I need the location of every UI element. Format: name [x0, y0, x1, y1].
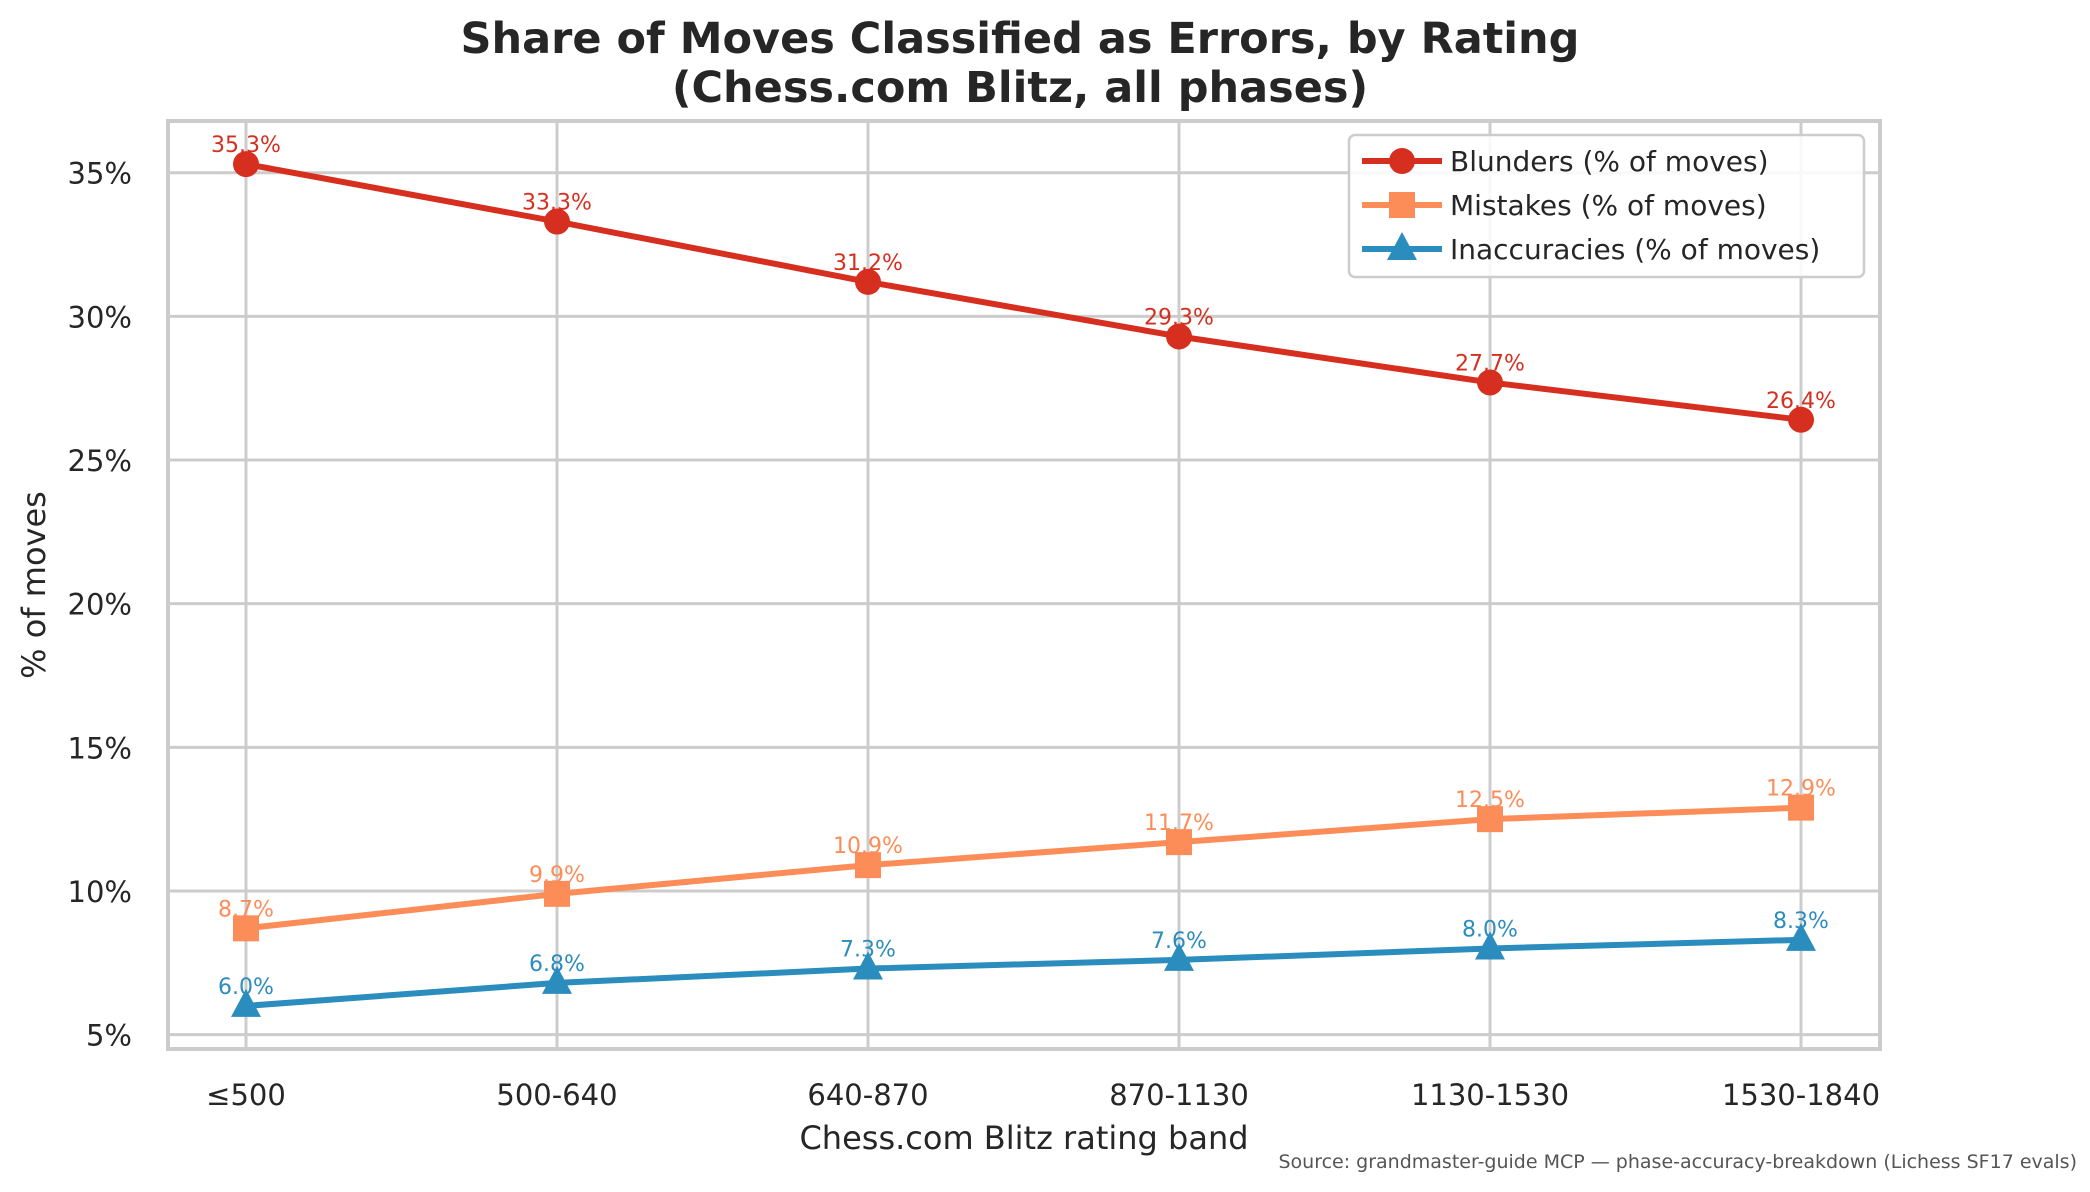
data-point: [1477, 806, 1503, 833]
data-label: 10.9%: [833, 834, 903, 859]
data-point: [544, 880, 570, 907]
data-label: 26.4%: [1766, 389, 1836, 414]
legend-label: Inaccuracies (% of moves): [1450, 233, 1820, 266]
series-line: [245, 936, 1802, 1009]
data-label: 12.9%: [1766, 777, 1836, 802]
series-circle-group: 35.3% 33.3% 31.2% 29.3% 27.7% 26.4%: [211, 133, 1836, 433]
legend-label: Blunders (% of moves): [1450, 145, 1769, 178]
data-label: 29.3%: [1144, 305, 1214, 330]
data-label: 35.3%: [211, 133, 281, 158]
data-label: 8.3%: [1773, 909, 1829, 934]
data-point: [855, 268, 881, 295]
legend-marker: [1387, 232, 1417, 260]
x-tick-label: 1530-1840: [1722, 1078, 1880, 1112]
y-tick-label: 25%: [68, 444, 132, 478]
data-point: [853, 951, 883, 980]
data-label: 33.3%: [522, 191, 592, 216]
data-label: 6.8%: [529, 952, 585, 977]
y-tick-labels: 5% 10% 15% 20% 25% 30% 35%: [68, 157, 132, 1053]
data-label: 9.9%: [529, 863, 585, 888]
legend: Blunders (% of moves) Mistakes (% of move…: [1347, 133, 1866, 279]
x-tick-label: ≤500: [206, 1078, 286, 1112]
legend-marker: [1389, 148, 1415, 174]
data-point: [1788, 794, 1814, 821]
y-tick-label: 20%: [68, 588, 132, 622]
data-point: [855, 852, 881, 879]
x-tick-label: 870-1130: [1109, 1078, 1249, 1112]
chart-title-line1: Share of Moves Classified as Errors, by …: [461, 14, 1580, 64]
series-triangle-group: 6.0% 6.8% 7.3% 7.6% 8.0% 8.3%: [218, 909, 1829, 1017]
legend-box: [1347, 133, 1866, 279]
data-label: 31.2%: [833, 251, 903, 276]
source-note: Source: grandmaster-guide MCP — phase-ac…: [1278, 1151, 2077, 1173]
data-label: 7.6%: [1151, 929, 1207, 954]
data-label: 6.0%: [218, 975, 274, 1000]
series-line: [245, 804, 1802, 932]
x-tick-label: 640-870: [807, 1078, 928, 1112]
x-tick-label: 500-640: [496, 1078, 617, 1112]
series-line: [245, 161, 1802, 423]
y-tick-label: 30%: [68, 300, 132, 334]
data-label: 8.7%: [218, 897, 274, 922]
data-point: [1477, 369, 1503, 396]
data-point: [542, 965, 572, 994]
y-tick-label: 5%: [86, 1019, 132, 1053]
x-axis-label: Chess.com Blitz rating band: [799, 1119, 1248, 1157]
y-axis-label: % of moves: [15, 491, 53, 679]
x-tick-labels: ≤500 500-640 640-870 870-1130 1130-1530 1530-…: [206, 1078, 1880, 1112]
chart-title-line2: (Chess.com Blitz, all phases): [672, 63, 1368, 113]
data-label: 7.3%: [840, 938, 896, 963]
data-point: [1788, 406, 1814, 433]
legend-marker: [1389, 192, 1415, 218]
data-label: 12.5%: [1455, 788, 1525, 813]
data-point: [1166, 323, 1192, 350]
data-point: [1164, 942, 1194, 971]
data-label: 11.7%: [1144, 811, 1214, 836]
y-tick-label: 10%: [68, 875, 132, 909]
plot-frame: [166, 119, 1882, 1051]
y-tick-label: 15%: [68, 731, 132, 765]
series-layer: 35.3% 33.3% 31.2% 29.3% 27.7% 26.4% 8.7% 9.9% 10…: [211, 133, 1836, 1017]
data-point: [233, 151, 259, 178]
y-tick-label: 35%: [68, 157, 132, 191]
data-point: [231, 988, 261, 1017]
series-square-group: 8.7% 9.9% 10.9% 11.7% 12.5% 12.9%: [218, 777, 1836, 942]
data-label: 27.7%: [1455, 351, 1525, 376]
data-point: [1166, 829, 1192, 856]
data-point: [1475, 931, 1505, 960]
data-point: [1786, 922, 1816, 951]
data-label: 8.0%: [1462, 917, 1518, 942]
legend-label: Mistakes (% of moves): [1450, 189, 1767, 222]
x-tick-label: 1130-1530: [1411, 1078, 1569, 1112]
data-point: [544, 208, 570, 235]
data-point: [233, 915, 259, 942]
